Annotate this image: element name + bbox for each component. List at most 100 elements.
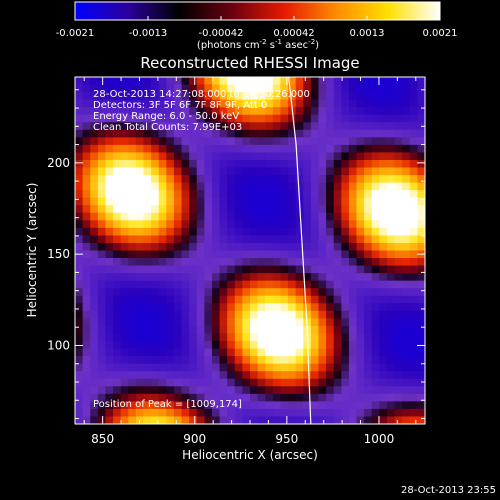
heatmap-cell	[219, 393, 228, 402]
heatmap-cell	[272, 363, 282, 372]
heatmap-cell	[242, 250, 251, 259]
heatmap-cell	[288, 159, 297, 169]
heatmap-cell	[189, 295, 198, 304]
heatmap-cell	[97, 416, 107, 424]
heatmap-cell	[75, 212, 84, 221]
heatmap-cell	[288, 295, 297, 304]
heatmap-cell	[348, 408, 358, 418]
heatmap-cell	[204, 288, 213, 297]
heatmap-cell	[105, 356, 114, 365]
heatmap-cell	[173, 341, 183, 350]
heatmap-cell	[173, 107, 183, 116]
heatmap-cell	[417, 348, 425, 357]
heatmap-cell	[379, 393, 388, 402]
heatmap-cell	[227, 280, 236, 289]
heatmap-cell	[364, 144, 373, 154]
heatmap-cell	[158, 303, 167, 312]
heatmap-cell	[379, 84, 388, 93]
heatmap-cell	[409, 295, 418, 304]
heatmap-cell	[394, 84, 403, 93]
heatmap-cell	[120, 182, 129, 191]
heatmap-cell	[113, 288, 122, 297]
heatmap-cell	[402, 152, 411, 161]
heatmap-cell	[181, 205, 190, 214]
heatmap-cell	[166, 310, 175, 319]
heatmap-cell	[82, 408, 91, 418]
heatmap-cell	[227, 122, 236, 131]
heatmap-cell	[386, 122, 396, 131]
heatmap-cell	[326, 393, 335, 402]
heatmap-cell	[227, 408, 236, 418]
heatmap-cell	[250, 129, 259, 138]
heatmap-cell	[318, 258, 327, 267]
heatmap-cell	[386, 288, 396, 297]
heatmap-cell	[341, 325, 350, 335]
heatmap-cell	[257, 77, 266, 86]
heatmap-cell	[143, 378, 152, 387]
heatmap-cell	[280, 348, 289, 357]
heatmap-cell	[250, 378, 259, 387]
heatmap-cell	[356, 348, 365, 357]
heatmap-cell	[158, 416, 167, 424]
heatmap-cell	[135, 99, 145, 108]
heatmap-cell	[402, 129, 411, 138]
heatmap-cell	[341, 371, 350, 380]
heatmap-cell	[288, 363, 297, 372]
heatmap-cell	[242, 303, 251, 312]
heatmap-cell	[386, 265, 396, 274]
heatmap-cell	[409, 122, 418, 131]
heatmap-cell	[219, 401, 228, 410]
heatmap-cell	[356, 205, 365, 214]
heatmap-cell	[265, 265, 274, 274]
heatmap-cell	[135, 288, 145, 297]
heatmap-cell	[90, 122, 99, 131]
annotation-time-range: 28-Oct-2013 14:27:08.000 to 14:30:26.000	[93, 89, 310, 100]
heatmap-cell	[417, 152, 425, 161]
heatmap-cell	[128, 129, 137, 138]
heatmap-cell	[326, 182, 335, 191]
heatmap-cell	[326, 348, 335, 357]
heatmap-cell	[348, 212, 358, 221]
heatmap-cell	[90, 401, 99, 410]
heatmap-cell	[257, 129, 266, 138]
heatmap-cell	[272, 77, 282, 86]
heatmap-cell	[151, 205, 160, 214]
heatmap-cell	[90, 167, 99, 176]
heatmap-cell	[189, 205, 198, 214]
heatmap-cell	[326, 303, 335, 312]
heatmap-cell	[82, 318, 91, 327]
heatmap-cell	[310, 416, 320, 424]
heatmap-cell	[257, 227, 266, 237]
heatmap-cell	[90, 303, 99, 312]
heatmap-cell	[143, 401, 152, 410]
heatmap-cell	[257, 190, 266, 199]
heatmap-cell	[90, 220, 99, 229]
heatmap-cell	[402, 84, 411, 93]
heatmap-cell	[173, 356, 183, 365]
heatmap-cell	[211, 227, 221, 237]
heatmap-cell	[348, 341, 358, 350]
heatmap-cell	[82, 341, 91, 350]
heatmap-cell	[371, 258, 380, 267]
heatmap-cell	[288, 325, 297, 335]
heatmap-cell	[120, 152, 129, 161]
heatmap-cell	[196, 242, 205, 252]
heatmap-cell	[326, 122, 335, 131]
heatmap-cell	[250, 356, 259, 365]
heatmap-cell	[288, 393, 297, 402]
heatmap-cell	[181, 212, 190, 221]
heatmap-cell	[151, 295, 160, 304]
heatmap-cell	[181, 197, 190, 206]
heatmap-cell	[120, 129, 129, 138]
heatmap-cell	[371, 265, 380, 274]
heatmap-cell	[97, 137, 107, 146]
heatmap-cell	[348, 92, 358, 101]
heatmap-cell	[120, 273, 129, 282]
heatmap-cell	[371, 175, 380, 184]
heatmap-cell	[333, 288, 342, 297]
heatmap-cell	[234, 288, 243, 297]
heatmap-cell	[333, 190, 342, 199]
heatmap-cell	[234, 242, 243, 252]
heatmap-cell	[364, 310, 373, 319]
heatmap-cell	[257, 152, 266, 161]
